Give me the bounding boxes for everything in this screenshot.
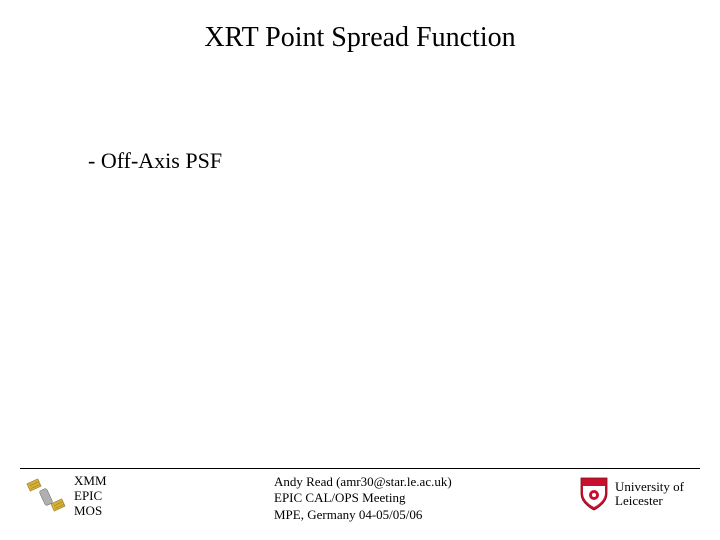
slide-title: XRT Point Spread Function	[0, 22, 720, 54]
university-line-2: Leicester	[615, 494, 684, 508]
mission-line-1: XMM	[74, 474, 107, 489]
footer-university-block: University of Leicester	[579, 476, 684, 512]
mission-line-2: EPIC	[74, 489, 107, 504]
satellite-icon	[26, 475, 66, 517]
author-line-1: Andy Read (amr30@star.le.ac.uk)	[274, 474, 452, 490]
author-line-3: MPE, Germany 04-05/05/06	[274, 507, 452, 523]
footer-author-block: Andy Read (amr30@star.le.ac.uk) EPIC CAL…	[274, 474, 452, 523]
mission-label: XMM EPIC MOS	[74, 474, 107, 519]
footer-divider	[20, 468, 700, 469]
slide: XRT Point Spread Function - Off-Axis PSF…	[0, 0, 720, 540]
university-line-1: University of	[615, 480, 684, 494]
university-shield-icon	[579, 476, 609, 512]
bullet-off-axis: - Off-Axis PSF	[88, 148, 222, 174]
author-line-2: EPIC CAL/OPS Meeting	[274, 490, 452, 506]
footer-left-block: XMM EPIC MOS	[26, 474, 107, 519]
university-name: University of Leicester	[615, 480, 684, 507]
mission-line-3: MOS	[74, 504, 107, 519]
